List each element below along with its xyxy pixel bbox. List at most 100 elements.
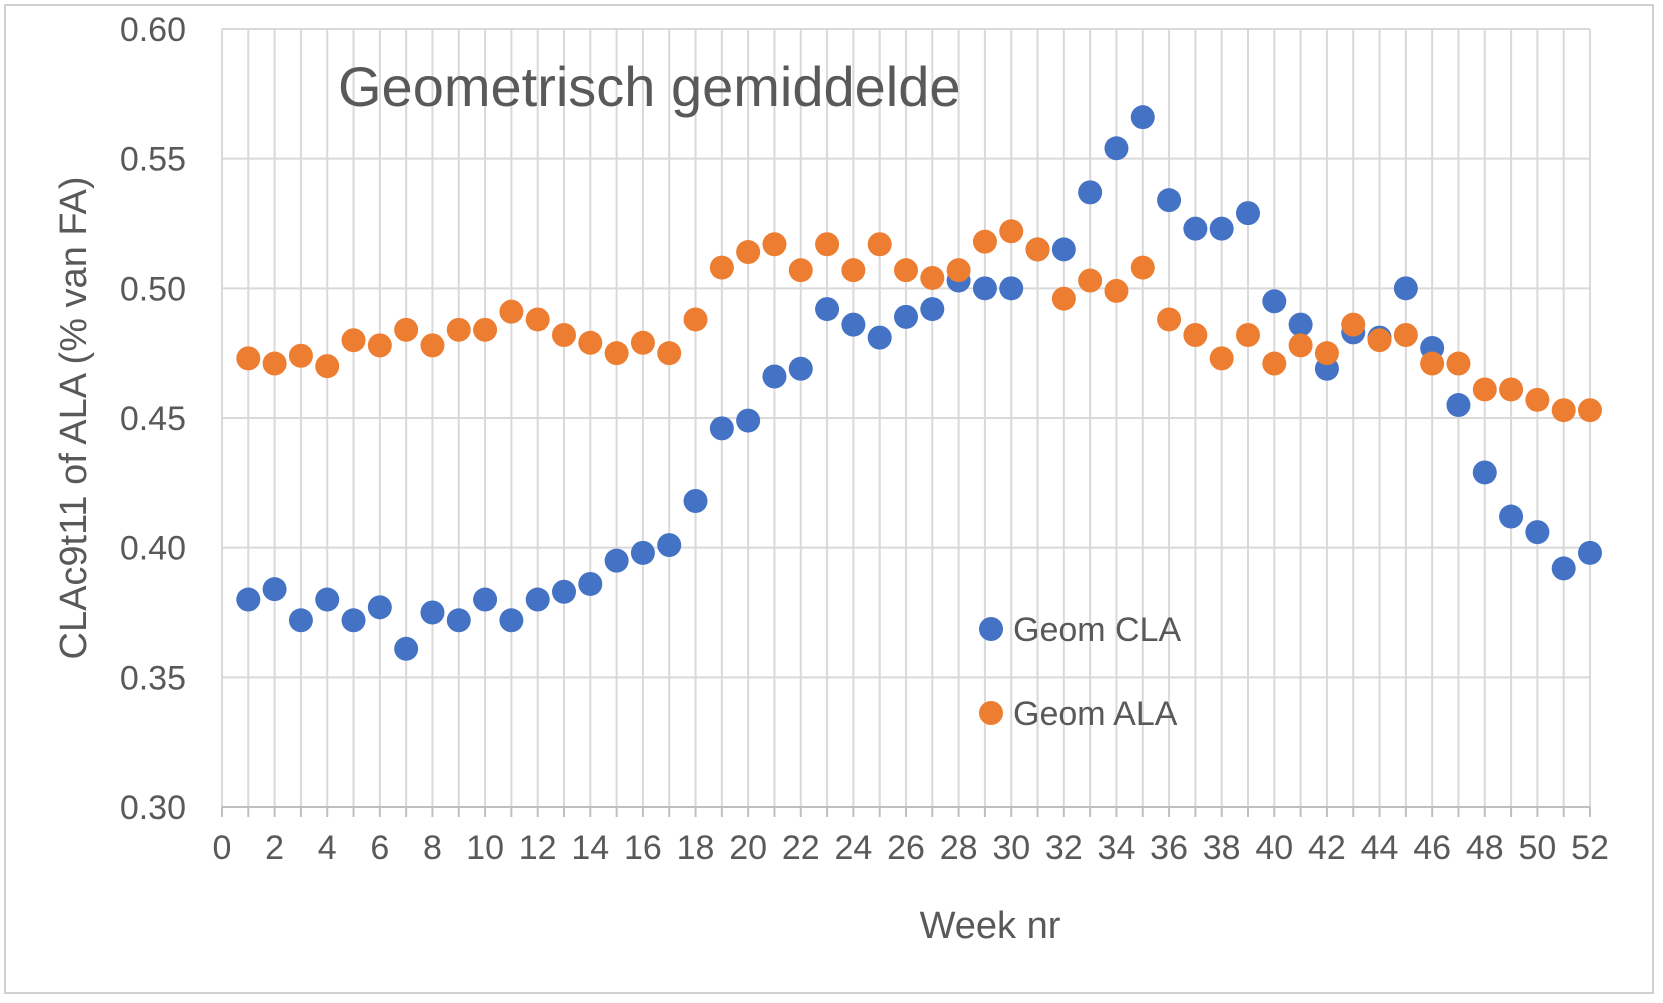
y-tick-label: 0.55 bbox=[120, 141, 186, 179]
ala-data-point bbox=[315, 354, 340, 379]
ala-data-point bbox=[972, 229, 997, 254]
cla-data-point bbox=[1209, 216, 1234, 241]
cla-data-point bbox=[1288, 312, 1313, 337]
ala-data-point bbox=[762, 232, 787, 257]
x-tick-label: 2 bbox=[265, 829, 284, 867]
ala-data-point bbox=[683, 307, 708, 332]
ala-data-point bbox=[473, 317, 498, 342]
cla-data-point bbox=[630, 540, 655, 565]
ala-data-point bbox=[420, 333, 445, 358]
x-tick-label: 4 bbox=[318, 829, 337, 867]
x-tick-label: 48 bbox=[1466, 829, 1504, 867]
cla-data-point bbox=[788, 356, 813, 381]
ala-data-point bbox=[604, 341, 629, 366]
y-tick-label: 0.30 bbox=[120, 789, 186, 827]
x-axis-title: Week nr bbox=[920, 905, 1061, 947]
x-tick-label: 26 bbox=[887, 829, 925, 867]
ala-data-point bbox=[1472, 377, 1497, 402]
x-tick-label: 18 bbox=[677, 829, 715, 867]
ala-data-point bbox=[841, 258, 866, 283]
x-tick-label: 44 bbox=[1361, 829, 1399, 867]
cla-data-point bbox=[999, 276, 1024, 301]
legend-label-ala: Geom ALA bbox=[1013, 695, 1178, 733]
ala-data-point bbox=[1209, 346, 1234, 371]
y-axis-title: CLAc9t11 of ALA (% van FA) bbox=[53, 177, 95, 660]
x-tick-label: 46 bbox=[1413, 829, 1451, 867]
x-tick-label: 36 bbox=[1150, 829, 1188, 867]
ala-data-point bbox=[288, 343, 313, 368]
legend-marker-cla bbox=[979, 617, 1003, 641]
ala-data-point bbox=[1314, 341, 1339, 366]
ala-data-point bbox=[1367, 328, 1392, 353]
y-tick-label: 0.35 bbox=[120, 659, 186, 697]
cla-data-point bbox=[236, 587, 261, 612]
cla-data-point bbox=[683, 488, 708, 513]
ala-data-point bbox=[709, 255, 734, 280]
legend: Geom CLA Geom ALA bbox=[979, 611, 1181, 733]
x-tick-label: 10 bbox=[466, 829, 504, 867]
cla-data-point bbox=[815, 297, 840, 322]
x-tick-label: 28 bbox=[940, 829, 978, 867]
y-tick-label: 0.60 bbox=[120, 11, 186, 49]
ala-data-point bbox=[1236, 323, 1260, 348]
x-tick-label: 0 bbox=[213, 829, 232, 867]
y-tick-label: 0.45 bbox=[120, 400, 186, 438]
ala-data-point bbox=[1130, 255, 1155, 280]
cla-data-point bbox=[972, 276, 997, 301]
cla-data-point bbox=[1551, 556, 1576, 581]
ala-data-point bbox=[736, 240, 761, 265]
cla-data-point bbox=[262, 577, 287, 602]
ala-data-point bbox=[920, 265, 945, 290]
x-tick-label: 22 bbox=[782, 829, 820, 867]
x-tick-label: 12 bbox=[519, 829, 557, 867]
cla-data-point bbox=[867, 325, 892, 350]
cla-data-point bbox=[1472, 460, 1497, 485]
x-tick-label: 20 bbox=[729, 829, 767, 867]
cla-data-point bbox=[709, 416, 734, 441]
cla-data-point bbox=[394, 636, 419, 661]
ala-data-point bbox=[1288, 333, 1313, 358]
cla-data-point bbox=[499, 608, 524, 633]
cla-data-point bbox=[736, 408, 761, 433]
cla-data-point bbox=[604, 548, 629, 573]
ala-data-point bbox=[1525, 387, 1550, 412]
cla-data-point bbox=[552, 579, 576, 604]
cla-data-point bbox=[1051, 237, 1076, 262]
cla-data-point bbox=[315, 587, 340, 612]
ala-data-point bbox=[788, 258, 813, 283]
x-tick-label: 30 bbox=[992, 829, 1030, 867]
cla-data-point bbox=[1578, 540, 1602, 565]
cla-data-point bbox=[841, 312, 866, 337]
cla-data-point bbox=[367, 595, 392, 620]
ala-data-point bbox=[630, 330, 655, 355]
ala-data-point bbox=[1157, 307, 1182, 332]
ala-data-point bbox=[1499, 377, 1524, 402]
x-tick-label: 42 bbox=[1308, 829, 1346, 867]
ala-data-point bbox=[657, 341, 682, 366]
y-tick-label: 0.40 bbox=[120, 530, 186, 568]
cla-data-point bbox=[1262, 289, 1287, 314]
cla-data-point bbox=[920, 297, 945, 322]
data-points bbox=[236, 105, 1602, 661]
cla-data-point bbox=[341, 608, 366, 633]
ala-data-point bbox=[1551, 398, 1576, 423]
cla-data-point bbox=[446, 608, 471, 633]
ala-data-point bbox=[867, 232, 892, 257]
ala-data-point bbox=[394, 317, 419, 342]
x-tick-label: 40 bbox=[1255, 829, 1293, 867]
ala-data-point bbox=[552, 323, 576, 348]
x-tick-label: 52 bbox=[1571, 829, 1609, 867]
ala-data-point bbox=[578, 330, 603, 355]
ala-data-point bbox=[341, 328, 366, 353]
ala-data-point bbox=[946, 258, 971, 283]
cla-data-point bbox=[578, 571, 603, 596]
ala-data-point bbox=[999, 219, 1024, 244]
ala-data-point bbox=[236, 346, 261, 371]
x-tick-label: 16 bbox=[624, 829, 662, 867]
ala-data-point bbox=[1104, 278, 1129, 303]
ala-data-point bbox=[367, 333, 392, 358]
ala-data-point bbox=[894, 258, 918, 283]
cla-data-point bbox=[288, 608, 313, 633]
x-tick-label: 32 bbox=[1045, 829, 1083, 867]
ala-data-point bbox=[1341, 312, 1366, 337]
